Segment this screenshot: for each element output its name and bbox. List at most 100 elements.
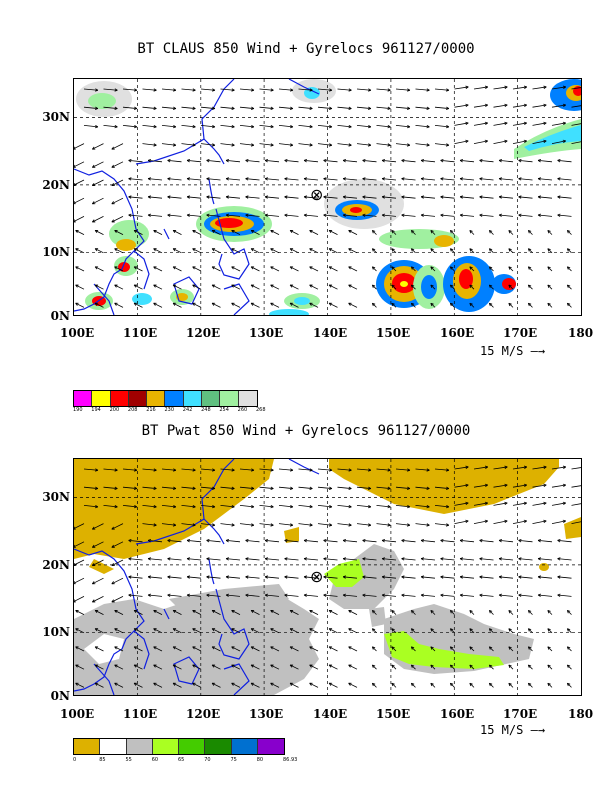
wind-vector-head [270,124,274,129]
wind-vector [401,558,416,561]
wind-vector [289,266,299,272]
wind-vector [265,594,280,597]
wind-vector [111,216,124,223]
wind-vector [239,486,254,489]
wind-vector [304,576,319,579]
wind-vector [421,214,436,217]
wind-vector [192,628,202,634]
top-coastlines [74,79,320,315]
wind-vector [192,266,202,272]
wind-vector [508,682,514,688]
wind-vector-head [488,682,493,687]
wind-vector [153,664,163,670]
wind-vector [571,87,581,90]
wind-vector [142,125,157,128]
wind-vector-head [225,159,230,163]
wind-vector-head [406,88,411,92]
wind-vector [289,646,299,652]
wind-vector [92,143,104,150]
wind-vector-head [192,302,196,306]
wind-vector [122,505,137,508]
wind-vector [460,540,475,543]
wind-vector-head [133,302,138,306]
wind-vector-head [211,266,216,270]
wind-vector-head [449,628,454,632]
wind-vector [187,178,202,181]
wind-vector-head [225,177,230,181]
wind-vector-head [508,628,512,632]
wind-vector [172,628,182,634]
wind-vector [460,196,475,199]
wind-vector-head [94,504,99,509]
wind-vector [75,610,85,615]
wind-vector [270,610,280,615]
wind-vector-head [250,302,255,306]
wind-vector [508,248,514,254]
wind-vector-head [323,213,327,217]
wind-vector-head [192,523,196,527]
top-ytick-30N: 30N [42,110,70,124]
wind-vector-head [459,195,464,199]
wind-vector [83,486,98,489]
wind-vector [528,284,533,290]
wind-vector-head [250,468,255,472]
wind-vector [415,106,430,109]
wind-vector-head [430,230,434,234]
wind-vector [114,248,124,254]
wind-vector-head [523,465,528,469]
colorbar-label: 86.93 [283,757,298,763]
wind-vector-head [401,195,405,199]
wind-vector [460,214,475,217]
wind-vector-head [128,575,132,579]
wind-vector [337,143,352,146]
wind-vector-head [387,106,391,110]
wind-vector [220,468,235,471]
wind-vector [551,104,566,108]
wind-vector-head [348,468,352,472]
wind-vector [376,143,391,146]
wind-vector-head [114,284,118,288]
wind-vector-head [309,302,313,306]
wind-vector [133,284,143,290]
wind-vector-head [172,504,177,509]
wind-vector-head [371,610,376,614]
wind-vector-head [557,593,561,597]
wind-vector-head [430,628,434,632]
wind-vector [479,196,494,199]
wind-vector-head [270,646,274,650]
wind-vector [337,523,352,526]
wind-vector-head [111,219,115,223]
wind-vector [421,178,436,181]
wind-vector [528,646,533,652]
wind-vector-head [289,143,294,147]
wind-vector-head [484,121,489,126]
wind-vector [328,646,338,652]
wind-vector [362,540,377,543]
wind-vector-head [250,284,255,288]
wind-vector [161,505,176,508]
wind-vector [289,682,299,688]
wind-vector [538,540,553,543]
bottom-vector-scale-arrow: —→ [530,723,546,737]
wind-vector [518,196,533,199]
wind-vector-head [381,177,386,181]
wind-vector [231,682,241,688]
wind-vector [489,610,494,615]
wind-vector-head [518,539,522,543]
wind-vector-head [328,124,333,129]
wind-vector-head [410,284,415,288]
wind-vector-head [328,266,333,270]
wind-vector [391,664,397,670]
wind-vector [309,664,319,670]
wind-vector [265,540,280,543]
wind-vector-head [128,593,132,597]
wind-vector-head [547,682,551,687]
wind-vector-head [94,124,99,129]
wind-vector [245,214,260,217]
wind-vector [259,468,274,471]
wind-vector-head [348,284,352,288]
wind-vector [547,284,553,290]
wind-vector-head [371,302,376,307]
wind-vector [259,505,274,508]
wind-vector [148,594,163,597]
